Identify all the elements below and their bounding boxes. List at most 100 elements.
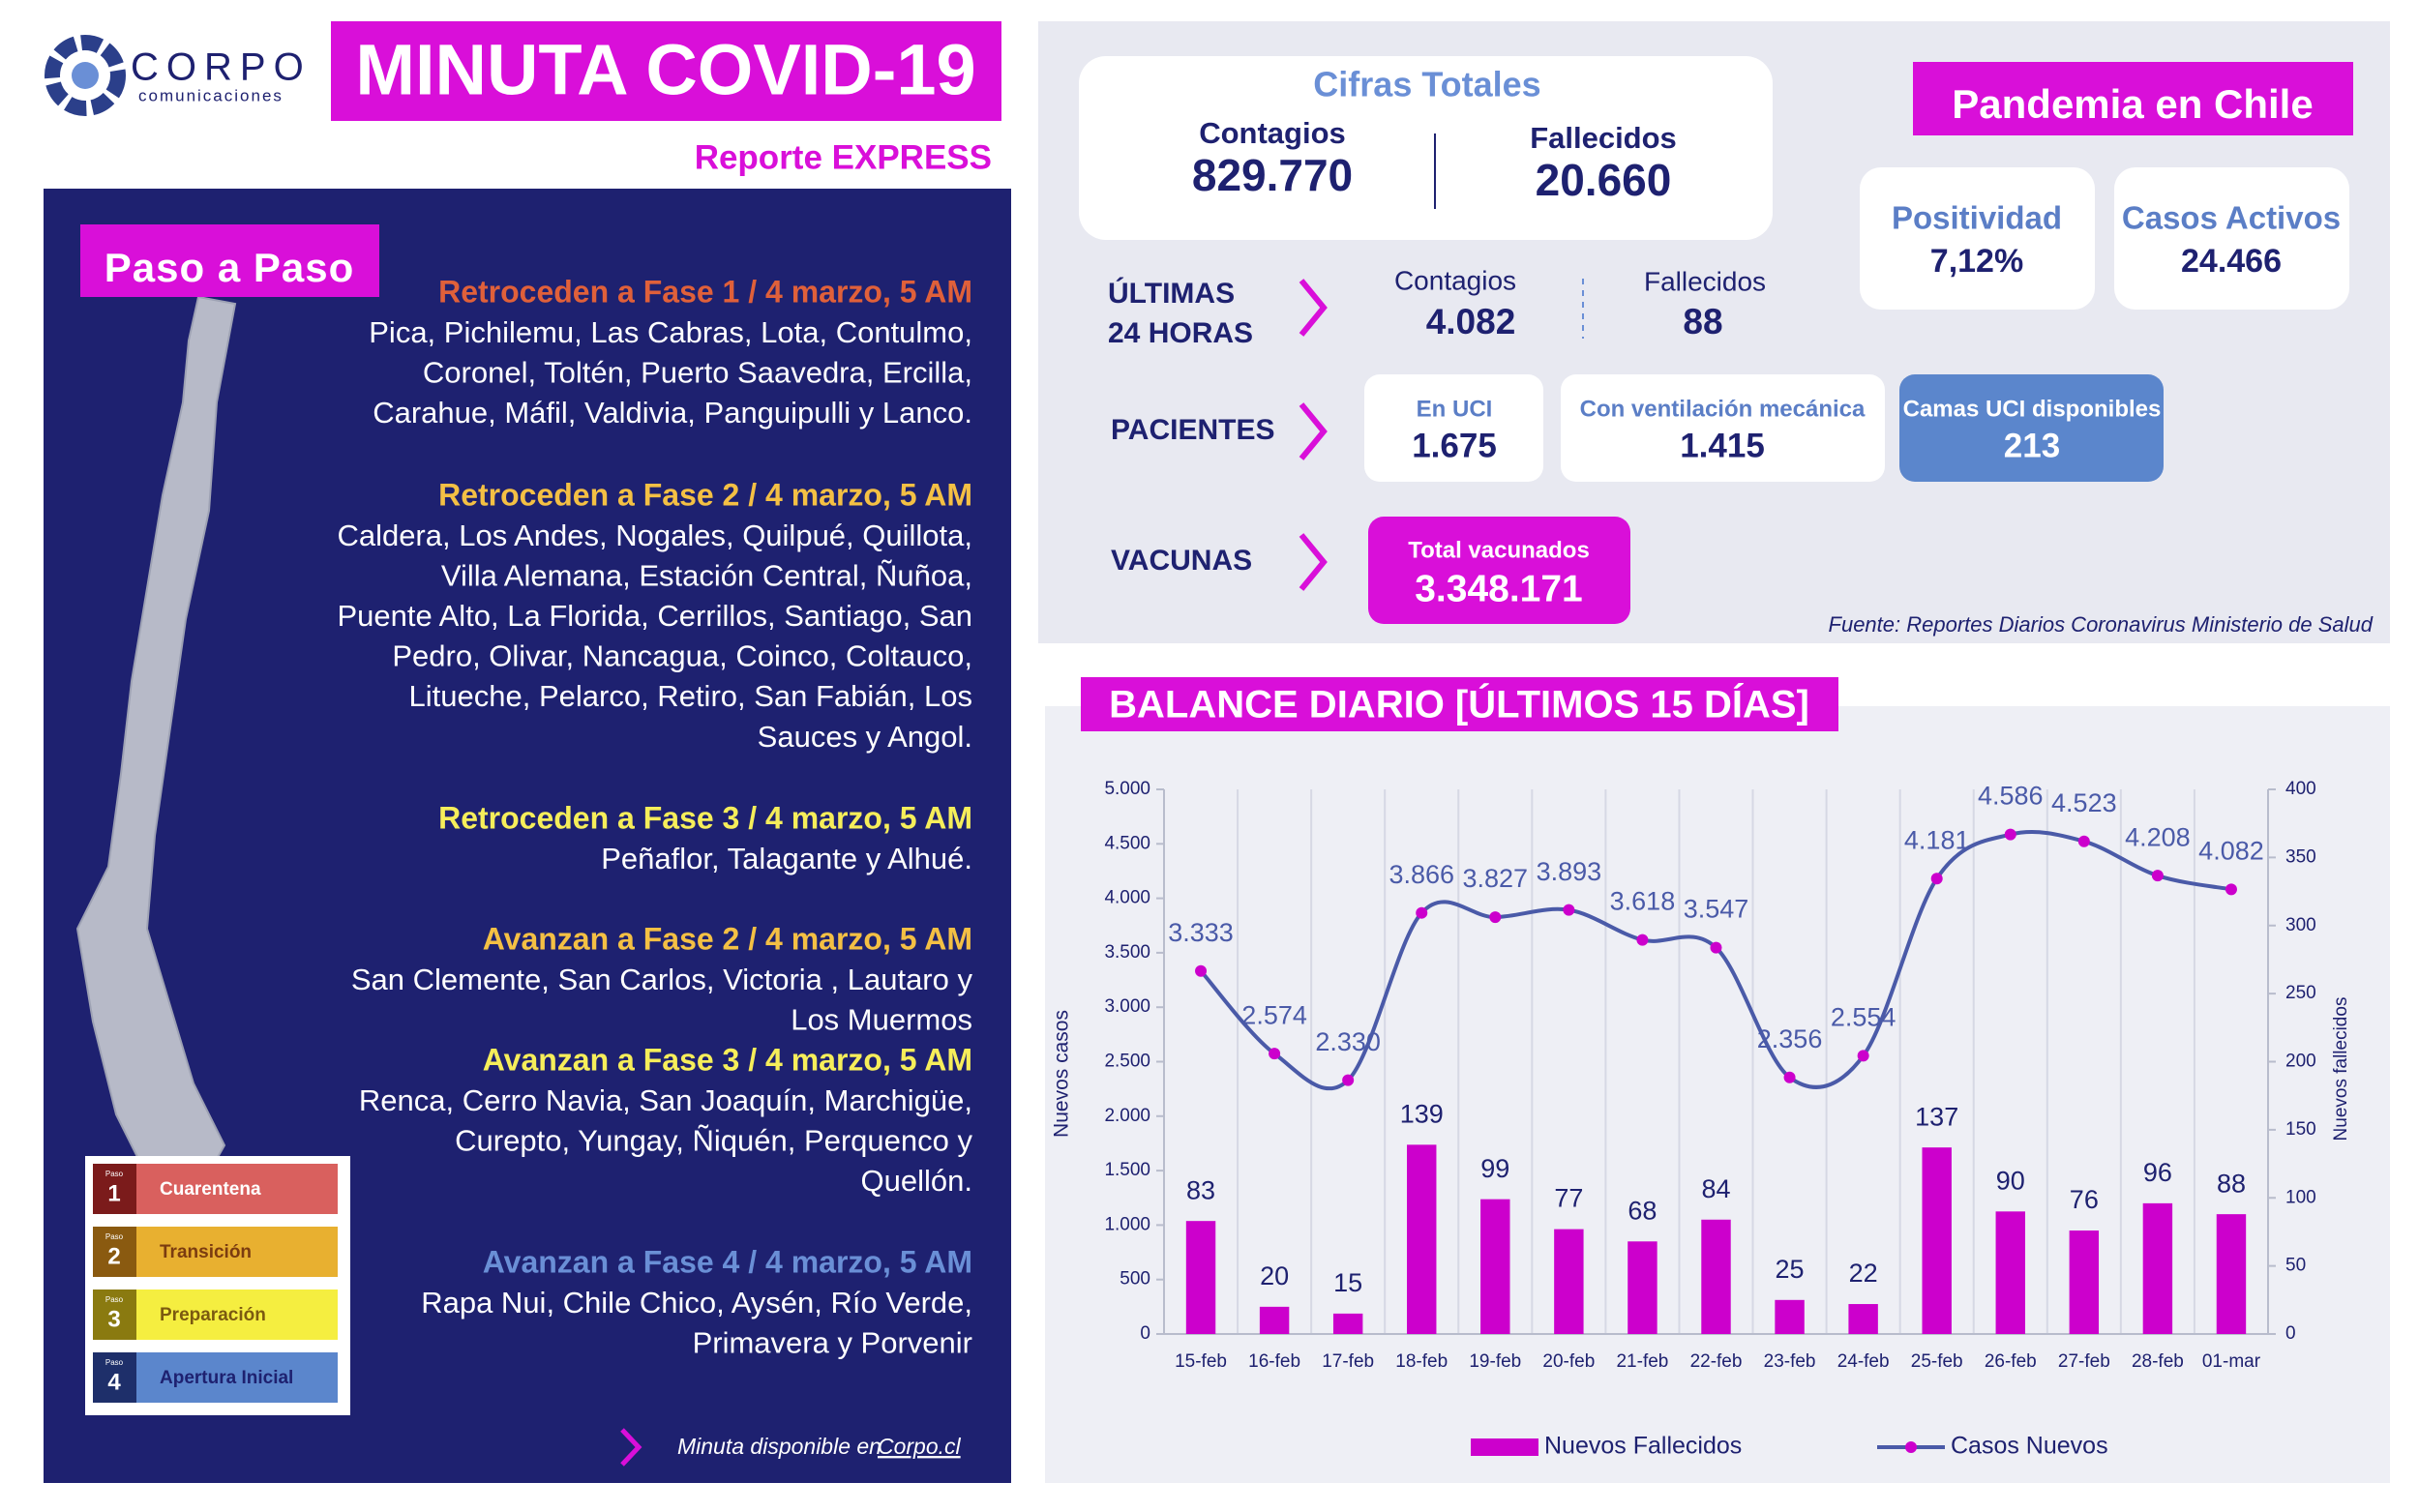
chevron bbox=[620, 1428, 642, 1467]
totals-card bbox=[1079, 56, 1773, 240]
patient-value: 213 bbox=[2004, 427, 2060, 464]
vaccine-card bbox=[1368, 517, 1630, 624]
footer-link[interactable]: Corpo.cl bbox=[878, 1434, 962, 1459]
bar bbox=[1628, 1241, 1657, 1334]
row-label: PACIENTES bbox=[1111, 414, 1274, 446]
logo-sub: comunicaciones bbox=[138, 86, 284, 104]
line-marker bbox=[1857, 1050, 1869, 1062]
y2-tick-label: 300 bbox=[2285, 915, 2316, 935]
totals-title: Cifras Totales bbox=[1313, 65, 1540, 104]
phase-number: 2 bbox=[107, 1243, 120, 1269]
bar bbox=[1554, 1229, 1584, 1334]
y-tick-label: 2.000 bbox=[1104, 1106, 1150, 1126]
line-marker bbox=[1342, 1074, 1355, 1086]
line-label: 2.554 bbox=[1831, 1003, 1896, 1032]
logo-dot bbox=[72, 62, 99, 89]
paso-title: Paso a Paso bbox=[105, 245, 354, 290]
bar-label: 88 bbox=[2217, 1169, 2246, 1198]
group-line: Curepto, Yungay, Ñiquén, Perquenco y bbox=[455, 1123, 972, 1157]
chart-title-box bbox=[1081, 677, 1838, 731]
patient-label: Camas UCI disponibles bbox=[1903, 396, 2162, 422]
group-heading: Avanzan a Fase 2 / 4 marzo, 5 AM bbox=[483, 921, 972, 956]
bar-label: 137 bbox=[1915, 1102, 1958, 1131]
group-line: Peñaflor, Talagante y Alhué. bbox=[601, 842, 972, 875]
y-tick-label: 0 bbox=[1140, 1323, 1150, 1344]
bar bbox=[1407, 1144, 1437, 1334]
bar-label: 20 bbox=[1260, 1261, 1289, 1290]
bar bbox=[2216, 1214, 2247, 1334]
stat-card bbox=[2114, 167, 2349, 310]
chevron bbox=[1299, 533, 1328, 591]
bar-label: 139 bbox=[1400, 1099, 1444, 1128]
line-label: 3.333 bbox=[1168, 918, 1234, 947]
daily-label: Fallecidos bbox=[1644, 266, 1766, 296]
patient-label: En UCI bbox=[1417, 396, 1493, 422]
y2-tick-label: 50 bbox=[2285, 1256, 2306, 1276]
patient-card bbox=[1364, 374, 1543, 482]
bar-label: 99 bbox=[1480, 1154, 1509, 1183]
y2-axis-title: Nuevos fallecidos bbox=[2331, 997, 2351, 1141]
stat-label: Positividad bbox=[1892, 200, 2062, 236]
main-title: MINUTA COVID-19 bbox=[355, 30, 975, 110]
phase-small: Paso bbox=[105, 1232, 124, 1241]
phase-small: Paso bbox=[105, 1170, 124, 1178]
paso-title-box bbox=[80, 224, 379, 297]
y-tick-label: 3.500 bbox=[1104, 942, 1150, 963]
bar bbox=[1848, 1304, 1878, 1334]
stat-value: 24.466 bbox=[2181, 243, 2282, 280]
stat-card bbox=[1860, 167, 2095, 310]
y-tick-label: 500 bbox=[1120, 1269, 1150, 1290]
phase-small: Paso bbox=[105, 1295, 124, 1304]
row-label: ÚLTIMAS bbox=[1108, 277, 1235, 310]
line-label: 3.547 bbox=[1684, 895, 1749, 924]
totals-value: 20.660 bbox=[1536, 155, 1672, 205]
y-tick-label: 1.000 bbox=[1104, 1214, 1150, 1234]
group-line: Carahue, Máfil, Valdivia, Panguipulli y … bbox=[373, 396, 972, 430]
group-line: Pedro, Olivar, Nancagua, Coinco, Coltauc… bbox=[392, 639, 972, 673]
totals-label: Contagios bbox=[1199, 116, 1346, 150]
line-marker bbox=[1269, 1048, 1281, 1060]
line-label: 2.574 bbox=[1241, 1000, 1307, 1029]
bar bbox=[1701, 1219, 1731, 1334]
group-line: Litueche, Pelarco, Retiro, San Fabián, L… bbox=[409, 679, 972, 713]
line-label: 4.181 bbox=[1904, 825, 1970, 854]
phase-label: Cuarentena bbox=[160, 1179, 261, 1200]
bar bbox=[1775, 1299, 1805, 1334]
y-tick-label: 4.000 bbox=[1104, 888, 1150, 908]
bar-label: 76 bbox=[2070, 1185, 2099, 1214]
bar bbox=[1922, 1147, 1952, 1334]
line-label: 3.618 bbox=[1610, 887, 1676, 916]
phase-number: 3 bbox=[107, 1306, 120, 1332]
group-line: Los Muermos bbox=[791, 1002, 972, 1036]
title-box bbox=[331, 21, 1001, 121]
phase-number: 1 bbox=[107, 1180, 120, 1206]
group-line: Coronel, Toltén, Puerto Saavedra, Ercill… bbox=[423, 355, 972, 389]
phase-number-box bbox=[93, 1352, 136, 1403]
logo-mark bbox=[45, 35, 126, 116]
group-line: Pica, Pichilemu, Las Cabras, Lota, Contu… bbox=[369, 315, 972, 349]
legend-label: Casos Nuevos bbox=[1951, 1433, 2108, 1460]
bar bbox=[1259, 1306, 1290, 1334]
x-tick-label: 17-feb bbox=[1322, 1351, 1374, 1372]
pandemia-box bbox=[1913, 62, 2353, 135]
bar-label: 15 bbox=[1333, 1268, 1362, 1297]
logo: CORPO comunicaciones bbox=[45, 35, 304, 116]
vaccine-value: 3.348.171 bbox=[1415, 568, 1583, 609]
phase-label: Apertura Inicial bbox=[160, 1368, 293, 1388]
group-line: Sauces y Angol. bbox=[758, 720, 972, 754]
x-tick-label: 28-feb bbox=[2132, 1351, 2184, 1372]
y-axis-title: Nuevos casos bbox=[1051, 1010, 1073, 1138]
line-marker bbox=[2151, 870, 2164, 882]
line-label: 3.866 bbox=[1389, 860, 1454, 889]
phase-label: Transición bbox=[160, 1242, 252, 1262]
phase-number-box bbox=[93, 1227, 136, 1277]
vaccine-label: Total vacunados bbox=[1408, 537, 1590, 563]
x-tick-label: 19-feb bbox=[1469, 1351, 1521, 1372]
line-label: 3.893 bbox=[1537, 857, 1602, 886]
bar-label: 68 bbox=[1628, 1196, 1657, 1225]
legend-marker bbox=[1905, 1441, 1917, 1453]
daily-label: Contagios bbox=[1394, 265, 1516, 295]
group-line: Puente Alto, La Florida, Cerrillos, Sant… bbox=[337, 599, 972, 633]
group-line: Quellón. bbox=[861, 1164, 972, 1198]
line-marker bbox=[2225, 883, 2237, 896]
